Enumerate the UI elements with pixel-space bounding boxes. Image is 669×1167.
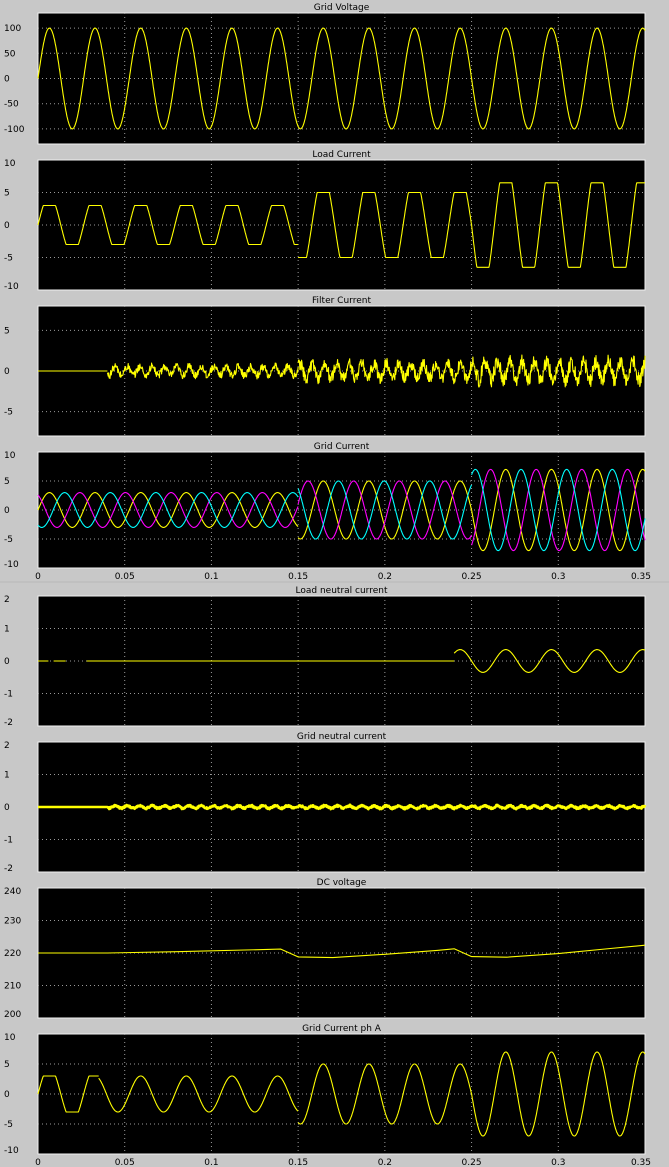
y-tick-label: 220 — [4, 949, 21, 959]
x-tick-label: 0.25 — [462, 572, 482, 582]
scope-panel: Grid neutral current 2 1 0 -1 -2 — [0, 729, 669, 875]
y-tick-label: -10 — [4, 282, 19, 292]
plot-area — [37, 12, 646, 145]
plot-title: Grid Current — [314, 442, 370, 452]
y-tick-label: 0 — [4, 221, 10, 231]
plot-title: Grid neutral current — [297, 732, 387, 742]
y-tick-label: 210 — [4, 982, 21, 992]
x-tick-label: 0.05 — [115, 572, 135, 582]
y-tick-label: 200 — [4, 1010, 21, 1020]
scope-panel: Load Current 10 5 0 -5 -10 — [0, 147, 669, 293]
y-tick-label: 0 — [4, 367, 10, 377]
y-tick-label: 5 — [4, 326, 10, 336]
plot-area — [37, 451, 646, 569]
scope-panel: DC voltage 240 230 220 210 200 — [0, 875, 669, 1021]
y-tick-label: -1 — [4, 836, 13, 846]
plot-title: Load Current — [312, 150, 371, 160]
x-tick-label: 0.15 — [288, 572, 308, 582]
y-tick-label: 0 — [4, 75, 10, 85]
y-tick-label: 0 — [4, 657, 10, 667]
x-tick-label: 0.1 — [204, 572, 218, 582]
y-tick-label: 230 — [4, 917, 21, 927]
y-tick-label: -2 — [4, 864, 13, 874]
y-tick-label: -100 — [4, 125, 25, 135]
y-tick-label: -1 — [4, 690, 13, 700]
y-tick-label: -5 — [4, 408, 13, 418]
plot-area — [37, 305, 646, 437]
y-tick-label: -2 — [4, 718, 13, 728]
signal-trace — [37, 468, 646, 552]
y-tick-label: 5 — [4, 1060, 10, 1070]
x-tick-label: 0.05 — [115, 1158, 135, 1167]
x-tick-label: 0.1 — [204, 1158, 218, 1167]
signal-trace — [37, 182, 646, 268]
y-tick-label: 1 — [4, 625, 10, 635]
y-tick-label: 0 — [4, 803, 10, 813]
y-tick-label: -50 — [4, 100, 19, 110]
y-tick-label: 1 — [4, 771, 10, 781]
signal-trace — [37, 468, 646, 552]
y-tick-label: 5 — [4, 477, 10, 487]
signal-trace — [37, 1051, 646, 1137]
plot-area — [37, 1033, 646, 1155]
signal-trace — [37, 803, 647, 811]
y-tick-label: 240 — [4, 887, 21, 897]
scope-panel: Load neutral current 2 1 0 -1 -2 — [0, 583, 669, 729]
y-tick-label: 5 — [4, 189, 10, 199]
y-tick-label: 10 — [4, 159, 16, 169]
x-tick-label: 0.2 — [378, 1158, 392, 1167]
y-tick-label: 100 — [4, 24, 21, 34]
y-tick-label: -5 — [4, 535, 13, 545]
y-tick-label: 2 — [4, 595, 10, 605]
y-tick-label: 0 — [4, 506, 10, 516]
y-tick-label: -5 — [4, 1120, 13, 1130]
x-tick-label: 0.2 — [378, 572, 392, 582]
x-tick-label: 0.3 — [551, 572, 565, 582]
x-tick-label: 0.25 — [462, 1158, 482, 1167]
plot-title: Filter Current — [312, 296, 371, 306]
y-tick-label: 0 — [4, 1090, 10, 1100]
y-tick-label: -5 — [4, 254, 13, 264]
x-tick-label: 0.35 — [631, 572, 651, 582]
y-tick-label: -10 — [4, 1146, 19, 1156]
plot-title: Grid Voltage — [314, 3, 370, 13]
signal-trace — [37, 354, 646, 388]
x-tick-label: 0.3 — [551, 1158, 565, 1167]
y-tick-label: 10 — [4, 1033, 16, 1043]
scope-panel: Filter Current 5 0 -5 — [0, 293, 669, 439]
y-tick-label: 50 — [4, 49, 16, 59]
scope-panel: Grid Voltage 100 50 0 -50 -100 — [0, 0, 669, 147]
plot-title: Load neutral current — [296, 586, 388, 596]
plot-title: DC voltage — [317, 878, 367, 888]
x-tick-label: 0.35 — [631, 1158, 651, 1167]
signal-trace — [37, 649, 646, 673]
plot-title: Grid Current ph A — [302, 1024, 382, 1034]
x-tick-label: 0 — [35, 572, 41, 582]
plot-area — [37, 159, 646, 291]
y-tick-label: -10 — [4, 560, 19, 570]
signal-trace — [38, 944, 646, 959]
y-tick-label: 10 — [4, 451, 16, 461]
scope-panel: Grid Current 10 5 0 -5 -10 0 0.05 0.1 0.15 0.2 0.25… — [0, 439, 669, 582]
signal-trace — [37, 27, 646, 130]
scope-panel: Grid Current ph A 10 5 0 -5 -10 0 0.05 0.1 0.15 0.… — [0, 1021, 669, 1167]
x-tick-label: 0.15 — [288, 1158, 308, 1167]
y-tick-label: 2 — [4, 741, 10, 751]
x-tick-label: 0 — [35, 1158, 41, 1167]
plot-area — [37, 887, 646, 1019]
